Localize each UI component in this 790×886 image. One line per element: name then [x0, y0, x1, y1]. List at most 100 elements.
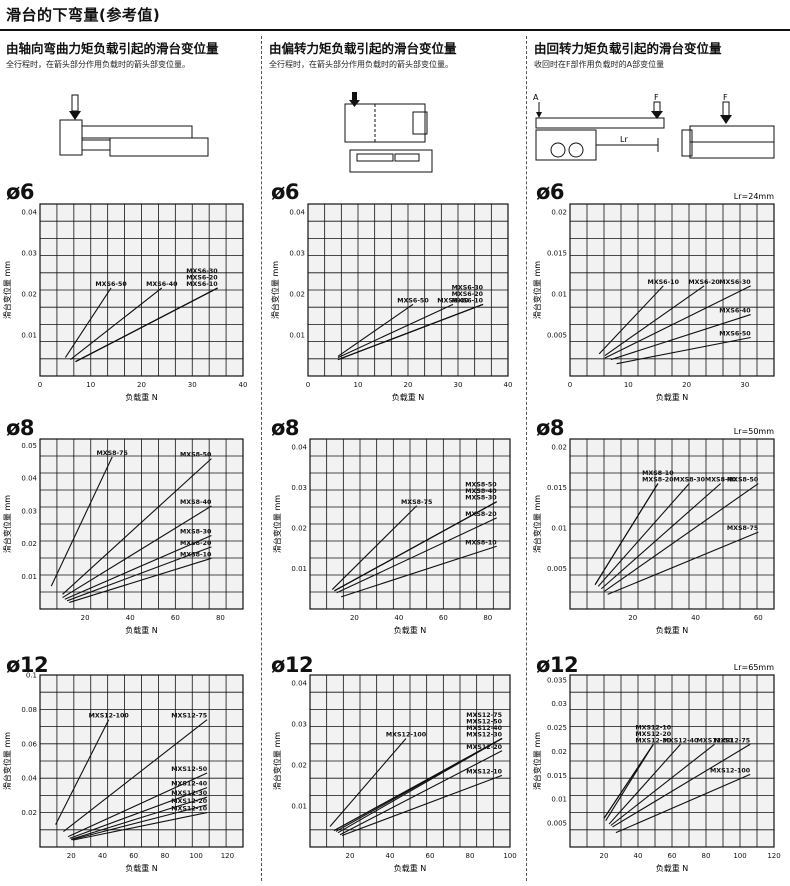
x-tick-label: 10	[354, 381, 363, 389]
series-line	[331, 505, 418, 590]
chart-o8-bending: 20 40 60 80 0.01 0.02 0.03 0.04 0.05 负载重 N 滑台变位量 m…	[2, 438, 244, 635]
y-tick-label: 0.04	[21, 475, 37, 483]
series-line	[63, 719, 208, 832]
plot-frame	[39, 203, 244, 377]
plot-frame	[569, 438, 775, 610]
y-axis-label: 滑台变位量 mm	[532, 732, 542, 790]
y-axis-label: 滑台变位量 mm	[532, 495, 542, 553]
series-labels: MXS12-10MXS12-20MXS12-30MXS12-40MXS12-50…	[635, 724, 750, 774]
x-tick-label: 60	[754, 614, 763, 622]
y-tick-label: 0.04	[21, 775, 37, 783]
lr-label: Lr	[620, 135, 628, 144]
x-tick-label: 10	[86, 381, 95, 389]
series-label: MXS12-30	[635, 737, 671, 744]
grid	[40, 675, 243, 847]
column-header-roll: 由回转力矩负载引起的滑台变位量 收回时在F部作用负载时的A部变位量	[534, 38, 784, 70]
series-label: MXS12-40	[171, 781, 207, 788]
series-label: MXS12-40	[663, 737, 699, 744]
series-label: MXS6-40	[719, 308, 751, 315]
grid	[570, 675, 774, 847]
x-tick-label: 30	[454, 381, 463, 389]
f-label: F	[723, 93, 728, 102]
f-arrow-icon	[651, 101, 663, 119]
load-arrow-icon	[349, 92, 360, 107]
series-label: MXS12-50	[697, 737, 733, 744]
plot-area	[569, 203, 775, 377]
series-line	[337, 737, 503, 834]
size-heading-6: ø6	[271, 180, 300, 204]
axis-ticks: 20 40 60 0.005 0.01 0.015 0.02	[547, 444, 763, 622]
f-label: F	[654, 93, 659, 102]
axis-ticks: 20 40 60 80 0.01 0.02 0.03 0.04	[291, 444, 492, 622]
x-tick-label: 40	[386, 852, 395, 860]
series-line	[329, 738, 407, 827]
series-label: MXS12-100	[386, 731, 427, 738]
series-line	[608, 743, 681, 825]
series-label: MXS8-75	[727, 525, 758, 532]
series-label: MXS6-20	[452, 291, 484, 298]
x-tick-label: 30	[188, 381, 197, 389]
plot-area	[39, 674, 244, 848]
axis-ticks: 20 40 60 80 100 0.01 0.02 0.03 0.04	[291, 680, 516, 860]
x-tick-label: 120	[221, 852, 234, 860]
y-axis-label: 滑台变位量 mm	[272, 732, 282, 790]
x-axis-label: 负载重 N	[392, 392, 425, 402]
column-subtitle: 全行程时，在箭头部分作用负载时的箭头部变位量。	[269, 60, 453, 69]
series-label: MXS12-75	[714, 737, 750, 744]
y-tick-label: 0.01	[291, 803, 307, 811]
size-heading-8: ø8	[271, 416, 300, 440]
y-tick-label: 0.03	[291, 484, 307, 492]
y-tick-label: 0.04	[291, 680, 307, 688]
yaw-load-illustration	[344, 92, 433, 173]
y-tick-label: 0.035	[547, 676, 567, 684]
series-label: MXS8-50	[180, 452, 212, 459]
series-label: MXS6-20	[186, 274, 218, 281]
series-label: MXS12-20	[466, 744, 502, 751]
y-tick-label: 0.03	[21, 507, 37, 515]
y-axis-label: 滑台变位量 mm	[272, 495, 282, 553]
series-labels: MXS12-100 MXS12-75 MXS12-50 MXS12-40 MXS12-3…	[89, 713, 208, 813]
header: 滑台的下弯量(参考值)	[0, 0, 790, 32]
series-line	[341, 774, 503, 837]
x-tick-label: 80	[483, 614, 492, 622]
y-tick-label: 0.01	[21, 332, 37, 340]
x-tick-label: 20	[350, 614, 359, 622]
series-line	[70, 287, 163, 361]
a-label: A	[533, 93, 539, 102]
series-lines	[329, 737, 503, 837]
chart-o12-roll: 20 40 60 80 100 120 0.005 0.01 0.015 0.02 0.025 0.0…	[532, 663, 781, 873]
axis-ticks: 0 10 20 30 40 0.01 0.02 0.03 0.04	[289, 209, 512, 389]
series-label: MXS6-30	[719, 279, 751, 286]
y-tick-label: 0.005	[547, 565, 567, 573]
series-line	[71, 804, 208, 841]
axis-ticks: 20 40 60 80 100 120 0.02 0.04 0.06 0.08 0.1	[21, 672, 234, 861]
x-tick-label: 20	[628, 614, 637, 622]
series-label: MXS12-100	[710, 767, 751, 774]
column-header-bending: 由轴向弯曲力矩负载引起的滑台变位量 全行程时，在箭头部分作用负载时的箭头部变位量…	[6, 38, 256, 70]
y-axis-label: 滑台变位量 mm	[2, 495, 12, 553]
series-line	[75, 287, 218, 363]
x-tick-label: 20	[346, 852, 355, 860]
chart-o12-yaw: 20 40 60 80 100 0.01 0.02 0.03 0.04 负载重 N 滑台变位量 mm…	[272, 674, 517, 873]
y-tick-label: 0.03	[551, 700, 567, 708]
plot-frame	[569, 203, 775, 377]
column-subtitle: 全行程时，在箭头部分作用负载时的箭头部变位量。	[6, 60, 190, 69]
x-tick-label: 60	[171, 614, 180, 622]
grid	[310, 439, 510, 609]
x-tick-label: 100	[503, 852, 516, 860]
series-label: MXS8-10	[465, 539, 497, 546]
series-line	[340, 545, 497, 598]
series-label: MXS8-40	[705, 477, 737, 484]
series-label: MXS12-20	[635, 731, 671, 738]
plot-frame	[307, 203, 509, 377]
series-line	[616, 336, 751, 365]
x-tick-label: 0	[38, 381, 42, 389]
x-tick-label: 20	[67, 852, 76, 860]
series-line	[62, 505, 212, 599]
plot-frame	[39, 438, 244, 610]
x-tick-label: 40	[634, 852, 643, 860]
page-title: 滑台的下弯量(参考值)	[6, 6, 161, 24]
size-heading-12: ø12	[271, 653, 314, 677]
x-tick-label: 20	[404, 381, 413, 389]
